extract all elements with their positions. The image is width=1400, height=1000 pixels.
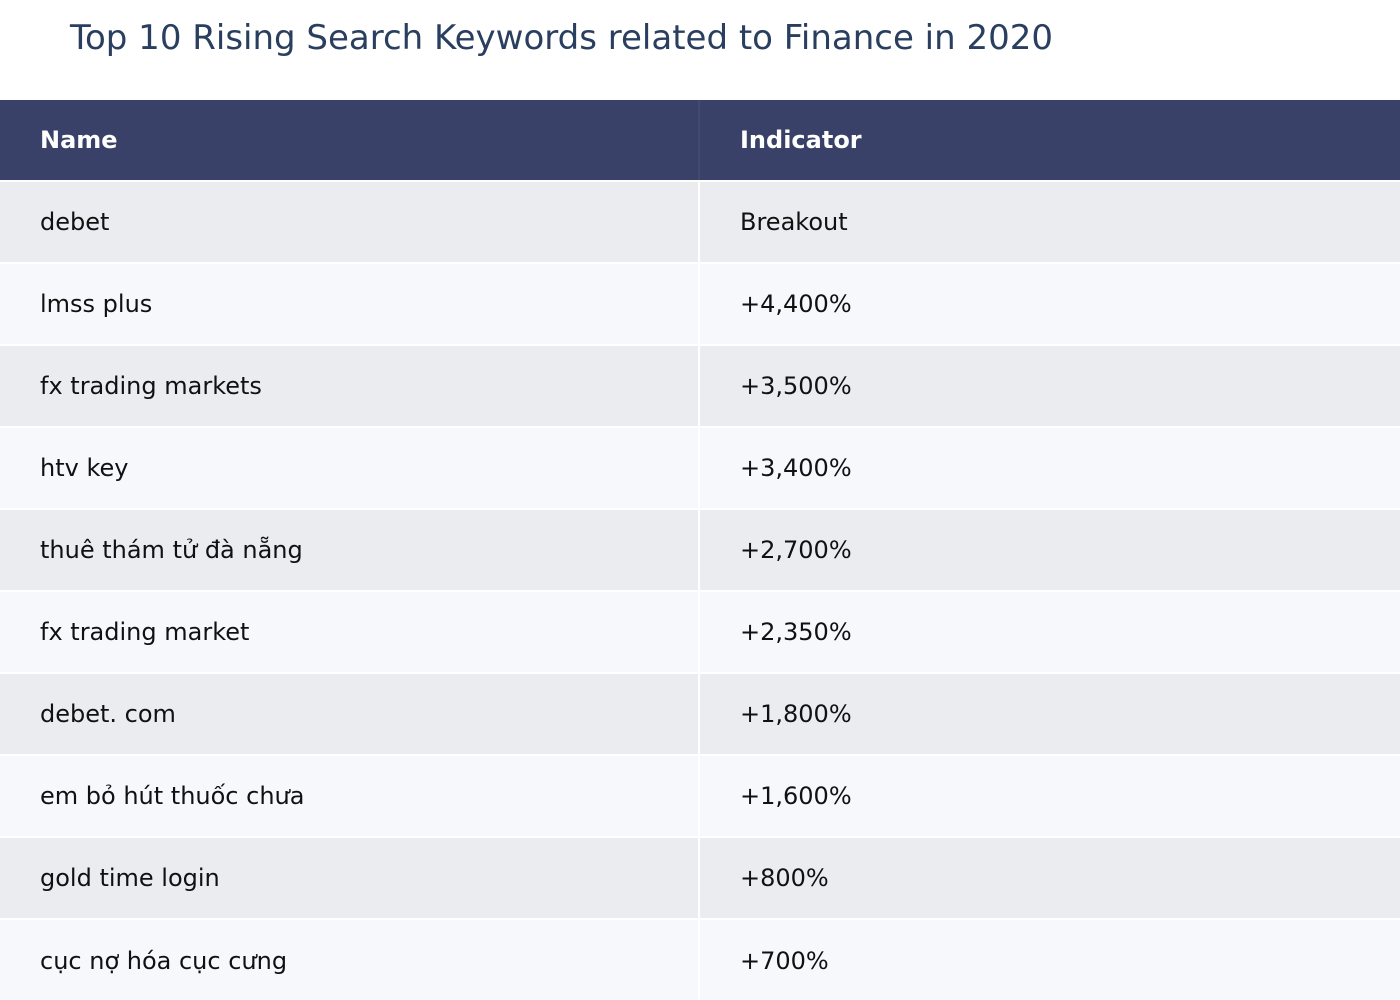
table-row: debet. com +1,800%	[0, 674, 1400, 756]
cell-indicator: Breakout	[700, 182, 1400, 262]
table-row: lmss plus +4,400%	[0, 264, 1400, 346]
cell-name: lmss plus	[0, 264, 700, 344]
cell-indicator: +800%	[700, 838, 1400, 918]
cell-name: debet. com	[0, 674, 700, 754]
table-row: gold time login +800%	[0, 838, 1400, 920]
cell-name: em bỏ hút thuốc chưa	[0, 756, 700, 836]
cell-indicator: +1,600%	[700, 756, 1400, 836]
cell-name: fx trading markets	[0, 346, 700, 426]
column-header-indicator: Indicator	[700, 100, 1400, 180]
cell-name: thuê thám tử đà nẵng	[0, 510, 700, 590]
chart-title: Top 10 Rising Search Keywords related to…	[70, 18, 1053, 58]
table-row: cục nợ hóa cục cưng +700%	[0, 920, 1400, 1000]
column-header-name: Name	[0, 100, 700, 180]
table-row: fx trading market +2,350%	[0, 592, 1400, 674]
cell-indicator: +4,400%	[700, 264, 1400, 344]
cell-name: gold time login	[0, 838, 700, 918]
table-row: fx trading markets +3,500%	[0, 346, 1400, 428]
keywords-table: Name Indicator debet Breakout lmss plus …	[0, 100, 1400, 1000]
cell-indicator: +1,800%	[700, 674, 1400, 754]
cell-indicator: +700%	[700, 920, 1400, 1000]
table-row: htv key +3,400%	[0, 428, 1400, 510]
table-row: debet Breakout	[0, 182, 1400, 264]
cell-indicator: +3,500%	[700, 346, 1400, 426]
cell-indicator: +3,400%	[700, 428, 1400, 508]
cell-name: fx trading market	[0, 592, 700, 672]
cell-indicator: +2,350%	[700, 592, 1400, 672]
cell-name: cục nợ hóa cục cưng	[0, 920, 700, 1000]
cell-indicator: +2,700%	[700, 510, 1400, 590]
table-row: thuê thám tử đà nẵng +2,700%	[0, 510, 1400, 592]
table-row: em bỏ hút thuốc chưa +1,600%	[0, 756, 1400, 838]
cell-name: htv key	[0, 428, 700, 508]
cell-name: debet	[0, 182, 700, 262]
table-header-row: Name Indicator	[0, 100, 1400, 182]
